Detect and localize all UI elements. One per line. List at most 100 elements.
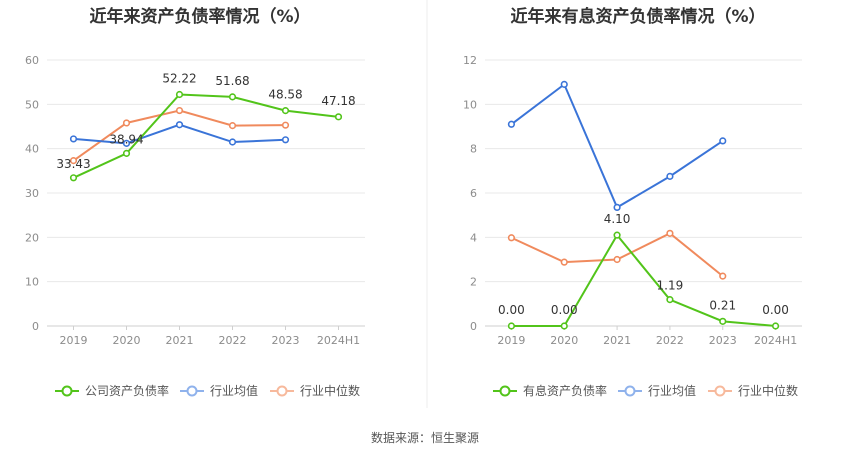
data-point (666, 229, 674, 237)
data-label: 0.00 (551, 303, 578, 317)
data-point (281, 136, 290, 144)
x-tick-label: 2020 (113, 334, 141, 347)
x-tick-label: 2020 (550, 334, 578, 347)
data-point (281, 121, 290, 129)
series-line (510, 82, 724, 209)
data-point (69, 174, 78, 182)
data-point (334, 113, 343, 121)
data-point (175, 121, 184, 129)
data-point (666, 296, 674, 304)
y-tick-label: 0 (470, 320, 477, 333)
data-label: 47.18 (321, 94, 355, 108)
data-point (560, 322, 568, 330)
data-label: 4.10 (604, 212, 631, 226)
legend-marker-icon (624, 385, 636, 397)
data-point (613, 255, 621, 264)
x-tick-label: 2019 (497, 334, 525, 347)
y-tick-label: 10 (25, 276, 39, 289)
legend-item[interactable]: 行业均值 (180, 383, 258, 398)
legend-item[interactable]: 公司资产负债率 (55, 383, 169, 398)
legend-marker-icon (186, 385, 198, 397)
legend-item[interactable]: 行业中位数 (270, 383, 360, 398)
x-tick-label: 2024H1 (317, 334, 360, 347)
y-tick-label: 20 (25, 231, 39, 244)
legend-item[interactable]: 行业均值 (618, 383, 696, 398)
y-tick-label: 6 (470, 187, 477, 200)
data-point (719, 137, 727, 145)
x-tick-label: 2023 (709, 334, 737, 347)
x-tick-label: 2022 (656, 334, 684, 347)
chart-title: 近年来有息资产负债率情况（%） (510, 6, 765, 27)
data-label: 33.43 (56, 157, 90, 171)
data-label: 1.19 (657, 279, 684, 293)
data-point (122, 149, 131, 157)
data-label: 0.00 (498, 303, 525, 317)
data-point (666, 172, 674, 180)
data-point (560, 258, 568, 266)
data-point (228, 93, 237, 101)
data-source-label: 数据来源：恒生聚源 (371, 430, 479, 445)
data-point (122, 139, 131, 147)
data-label: 0.00 (762, 303, 789, 317)
data-label: 51.68 (215, 74, 249, 88)
chart-interest-debt-ratio: 近年来有息资产负债率情况（%） 0 2 4 6 8 10 12 2019 2020 2021 2022… (463, 6, 802, 398)
legend-label: 行业均值 (648, 383, 696, 398)
y-tick-label: 10 (463, 98, 477, 111)
data-point (228, 122, 237, 130)
y-tick-label: 8 (470, 143, 477, 156)
data-point (771, 322, 780, 330)
series-line (511, 233, 776, 327)
data-point (175, 106, 184, 115)
series-line (72, 109, 286, 162)
data-label: 48.58 (268, 88, 302, 102)
x-tick-label: 2021 (166, 334, 194, 347)
x-tick-label: 2022 (219, 334, 247, 347)
data-point (560, 80, 568, 88)
legend-marker-icon (276, 385, 288, 397)
data-point (69, 157, 78, 165)
y-tick-label: 50 (25, 98, 39, 111)
x-tick-label: 2019 (60, 334, 88, 347)
y-tick-label: 12 (463, 54, 477, 67)
y-tick-label: 40 (25, 143, 39, 156)
chart-debt-ratio: 近年来资产负债率情况（%） 0 10 20 30 40 50 60 2019 2020 2021 20… (25, 6, 365, 398)
legend-label: 行业中位数 (300, 383, 360, 398)
legend-marker-icon (61, 385, 73, 397)
legend-item[interactable]: 行业中位数 (708, 383, 798, 398)
chart-title: 近年来资产负债率情况（%） (89, 6, 310, 27)
data-point (507, 322, 516, 330)
data-point (613, 231, 621, 239)
y-tick-label: 60 (25, 54, 39, 67)
data-point (228, 138, 237, 146)
x-tick-label: 2023 (272, 334, 300, 347)
data-label: 0.21 (709, 298, 736, 312)
legend-marker-icon (714, 385, 726, 397)
legend-label: 行业均值 (210, 383, 258, 398)
y-tick-label: 2 (470, 276, 477, 289)
data-point (507, 234, 516, 242)
data-point (719, 272, 727, 280)
series-line (73, 93, 339, 179)
data-point (507, 120, 516, 128)
series-line (510, 232, 724, 277)
legend-label: 行业中位数 (738, 383, 798, 398)
data-point (69, 135, 78, 143)
y-tick-label: 30 (25, 187, 39, 200)
legend-label: 有息资产负债率 (523, 383, 607, 398)
data-point (175, 90, 184, 99)
data-label: 38.94 (109, 132, 143, 146)
y-tick-label: 0 (32, 320, 39, 333)
x-tick-label: 2024H1 (754, 334, 797, 347)
data-point (122, 119, 131, 127)
data-point (719, 317, 727, 325)
legend-marker-icon (499, 385, 511, 397)
x-tick-label: 2021 (603, 334, 631, 347)
y-tick-label: 4 (470, 231, 477, 244)
data-point (613, 203, 621, 212)
legend-label: 公司资产负债率 (85, 383, 169, 398)
data-point (281, 107, 290, 115)
legend-item[interactable]: 有息资产负债率 (493, 383, 607, 398)
data-label: 52.22 (162, 71, 196, 85)
